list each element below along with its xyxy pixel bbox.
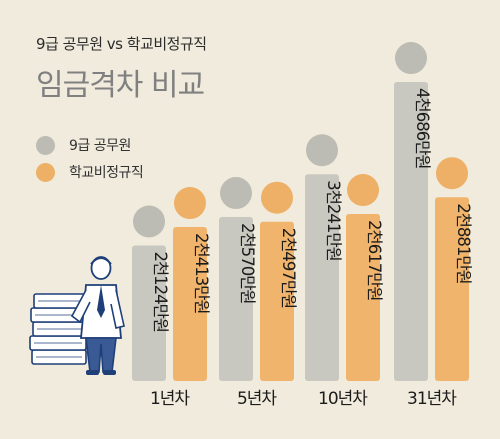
office-worker-illustration: [29, 256, 125, 375]
category-label-4: 31년차: [407, 389, 457, 409]
category-label-3: 10년차: [318, 389, 368, 409]
bar-non-regular-3: [346, 214, 380, 381]
bar-civil-servant-4: [394, 82, 428, 381]
bar-cap-civil-servant-4: [395, 42, 427, 75]
bar-cap-civil-servant-3: [306, 134, 338, 167]
bar-civil-servant-1: [132, 245, 166, 381]
bar-cap-non-regular-4: [436, 157, 468, 190]
chart-subtitle: 9급 공무원 vs 학교비정규직: [36, 35, 207, 53]
data-label-civil-servant-1: 2천124만원: [151, 251, 170, 332]
data-label-civil-servant-4: 4천686만원: [413, 88, 432, 169]
legend-label-civil-servant: 9급 공무원: [69, 138, 131, 154]
data-label-non-regular-3: 2천617만원: [365, 220, 384, 301]
data-label-civil-servant-2: 2천570만원: [238, 223, 257, 304]
data-label-non-regular-4: 2천881만원: [454, 203, 473, 284]
chart-title: 임금격차 비교: [36, 68, 205, 103]
category-label-2: 5년차: [237, 389, 277, 409]
data-label-non-regular-2: 2천497만원: [279, 228, 298, 309]
category-label-1: 1년차: [150, 389, 190, 409]
bar-cap-non-regular-2: [261, 181, 293, 214]
legend-swatch-civil-servant: [36, 135, 55, 155]
legend-swatch-non-regular: [36, 162, 55, 182]
bar-civil-servant-3: [305, 174, 339, 381]
bar-non-regular-4: [435, 197, 469, 381]
legend-item-non-regular: 학교비정규직: [36, 162, 144, 182]
legend-item-civil-servant: 9급 공무원: [36, 135, 131, 155]
data-label-non-regular-1: 2천413만원: [192, 233, 211, 314]
bar-cap-civil-servant-2: [220, 177, 252, 210]
bar-cap-non-regular-1: [174, 187, 206, 220]
bar-non-regular-2: [260, 221, 294, 381]
bar-non-regular-1: [173, 227, 207, 381]
legend-label-non-regular: 학교비정규직: [69, 165, 144, 181]
bar-cap-civil-servant-1: [133, 205, 165, 238]
bar-civil-servant-2: [219, 217, 253, 381]
bar-cap-non-regular-3: [347, 174, 379, 207]
data-label-civil-servant-3: 3천241만원: [324, 180, 343, 261]
